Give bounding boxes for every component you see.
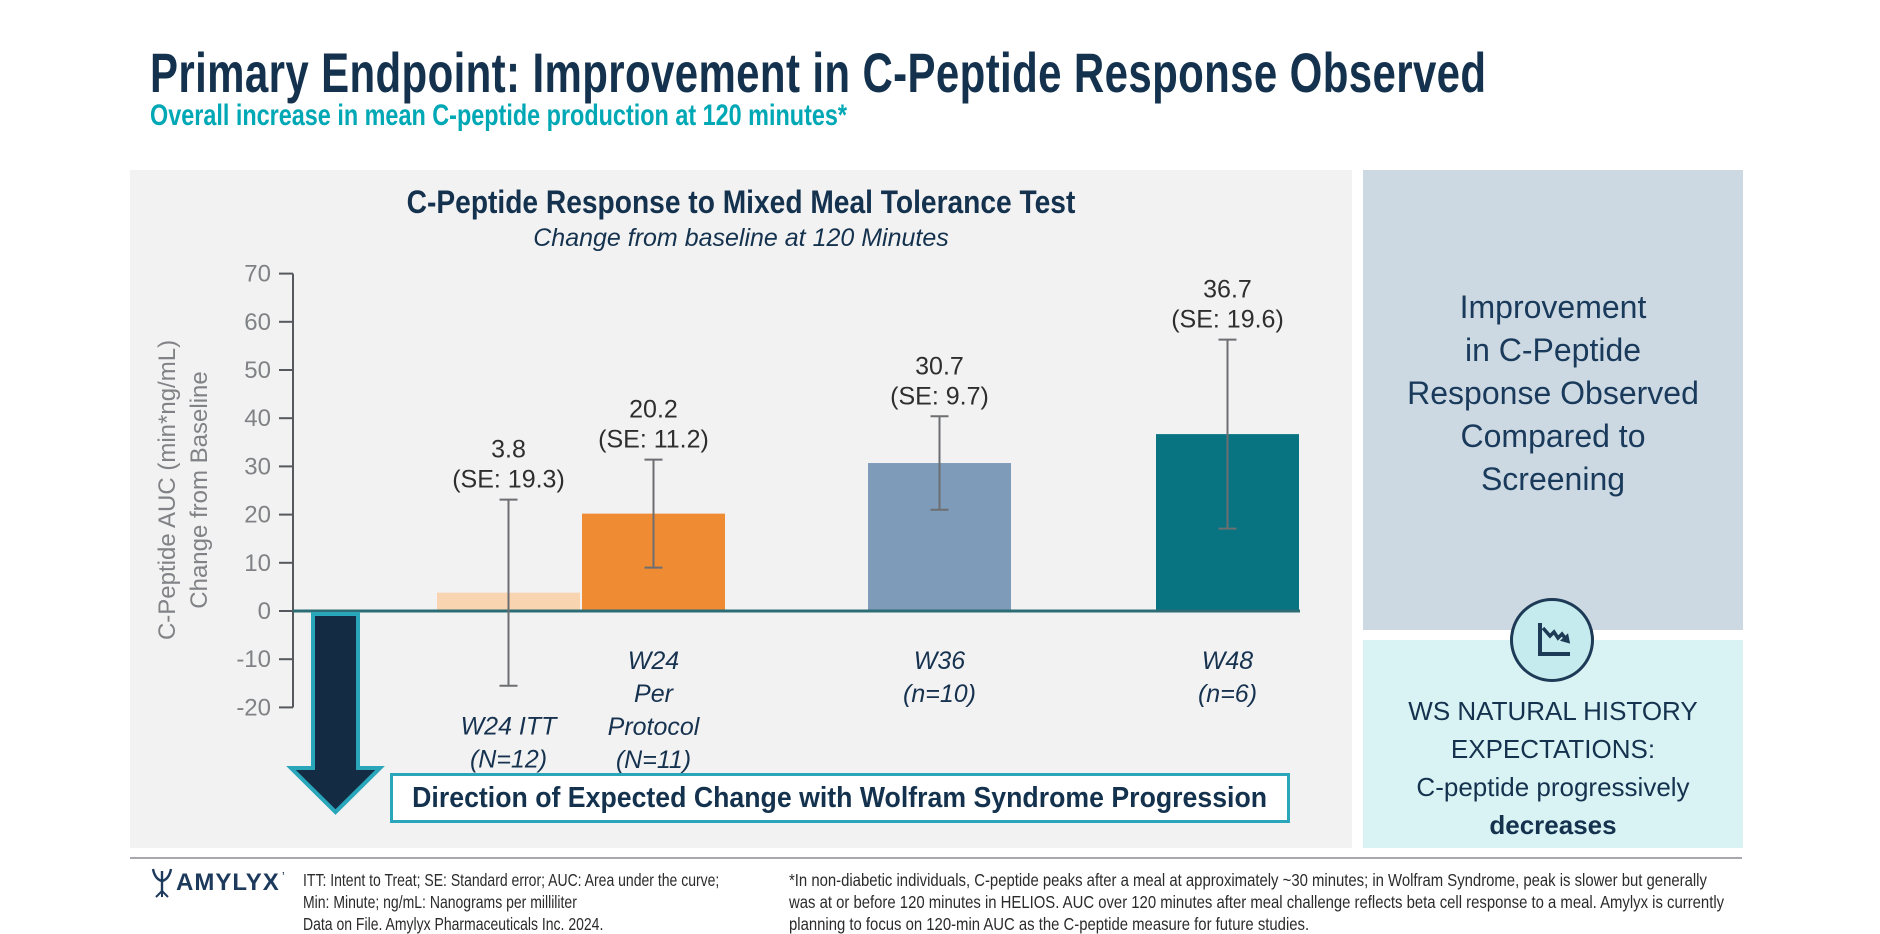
x-axis-label: W24 bbox=[628, 647, 679, 675]
key-message-text: Improvement in C-Peptide Response Observ… bbox=[1363, 286, 1743, 501]
footer-divider bbox=[130, 857, 1742, 859]
y-tick-label: 40 bbox=[244, 405, 271, 432]
y-tick-label: 20 bbox=[244, 502, 271, 529]
down-arrow bbox=[286, 612, 385, 815]
footnote-line: *In non-diabetic individuals, C-peptide … bbox=[789, 870, 1707, 890]
x-axis-label: W36 bbox=[914, 647, 966, 675]
value-label: 30.7 bbox=[915, 352, 964, 380]
bar-chart: -20 -10 0 10 20 30 40 50 60 70 C-Peptide AUC (min*… bbox=[154, 261, 1300, 815]
abbreviations-line: ITT: Intent to Treat; SE: Standard error… bbox=[303, 870, 720, 890]
value-label: 36.7 bbox=[1203, 276, 1252, 304]
se-label: (SE: 19.3) bbox=[452, 466, 565, 494]
key-message-line: Compared to bbox=[1460, 418, 1646, 454]
value-label: 3.8 bbox=[491, 436, 526, 464]
x-axis-label: W48 bbox=[1202, 647, 1254, 675]
chart-panel: C-Peptide Response to Mixed Meal Toleran… bbox=[130, 170, 1352, 848]
y-tick-label: 30 bbox=[244, 453, 271, 480]
direction-annotation-box: Direction of Expected Change with Wolfra… bbox=[390, 773, 1290, 823]
y-tick-label: 60 bbox=[244, 309, 271, 336]
x-axis-label: Protocol bbox=[608, 713, 701, 741]
key-message-line: Improvement bbox=[1459, 289, 1647, 325]
x-axis-label: (n=6) bbox=[1198, 680, 1257, 708]
y-tick-label: 50 bbox=[244, 357, 271, 384]
value-label: 20.2 bbox=[629, 396, 678, 424]
footnote: *In non-diabetic individuals, C-peptide … bbox=[789, 869, 1724, 934]
amylyx-wordmark: AMYLYX bbox=[176, 869, 280, 896]
key-message-line: Screening bbox=[1480, 461, 1626, 497]
footnote-line: was at or before 120 minutes in HELIOS. … bbox=[789, 892, 1725, 912]
y-axis-title: Change from Baseline bbox=[186, 371, 213, 608]
y-axis-title: C-Peptide AUC (min*ng/mL) bbox=[154, 340, 181, 640]
amylyx-plant-icon bbox=[151, 868, 173, 898]
y-tick-label: -10 bbox=[236, 646, 271, 673]
page-title: Primary Endpoint: Improvement in C-Pepti… bbox=[150, 41, 1487, 104]
se-label: (SE: 19.6) bbox=[1171, 306, 1284, 334]
direction-annotation-text: Direction of Expected Change with Wolfra… bbox=[412, 781, 1268, 814]
key-message-line: Response Observed bbox=[1407, 375, 1699, 411]
natural-history-text: WS NATURAL HISTORY EXPECTATIONS: C-pepti… bbox=[1363, 692, 1743, 844]
natural-history-line: EXPECTATIONS: bbox=[1450, 734, 1656, 764]
x-axis-label: W24 ITT bbox=[461, 713, 559, 741]
footnote-line: planning to focus on 120-min AUC as the … bbox=[789, 914, 1310, 934]
natural-history-emphasis: decreases bbox=[1489, 810, 1617, 840]
x-axis-label: (n=10) bbox=[903, 680, 976, 708]
x-axis-label: (N=12) bbox=[470, 746, 547, 774]
y-tick-label: -20 bbox=[236, 694, 271, 721]
amylyx-logo: AMYLYX ’ bbox=[150, 867, 285, 899]
key-message-line: in C-Peptide bbox=[1464, 332, 1642, 368]
y-tick-label: 70 bbox=[244, 261, 271, 288]
y-tick-label: 10 bbox=[244, 550, 271, 577]
chart-subtitle: Change from baseline at 120 Minutes bbox=[533, 224, 949, 252]
x-axis-label: Per bbox=[634, 680, 675, 708]
se-label: (SE: 9.7) bbox=[890, 382, 989, 410]
natural-history-line: C-peptide progressively bbox=[1416, 772, 1690, 802]
natural-history-panel: WS NATURAL HISTORY EXPECTATIONS: C-pepti… bbox=[1363, 640, 1743, 848]
page-subtitle: Overall increase in mean C-peptide produ… bbox=[150, 99, 848, 132]
declining-chart-icon bbox=[1510, 598, 1594, 682]
abbreviations-line: Data on File. Amylyx Pharmaceuticals Inc… bbox=[303, 914, 604, 934]
abbreviations-line: Min: Minute; ng/mL: Nanograms per millil… bbox=[303, 892, 577, 912]
chart-title: C-Peptide Response to Mixed Meal Toleran… bbox=[406, 184, 1076, 220]
abbreviations-note: ITT: Intent to Treat; SE: Standard error… bbox=[303, 869, 719, 934]
y-tick-label: 0 bbox=[258, 598, 271, 625]
trademark-mark: ’ bbox=[281, 868, 285, 884]
x-axis-label: (N=11) bbox=[616, 746, 691, 774]
se-label: (SE: 11.2) bbox=[598, 426, 709, 454]
natural-history-line: WS NATURAL HISTORY bbox=[1408, 696, 1698, 726]
key-message-panel: Improvement in C-Peptide Response Observ… bbox=[1363, 170, 1743, 630]
